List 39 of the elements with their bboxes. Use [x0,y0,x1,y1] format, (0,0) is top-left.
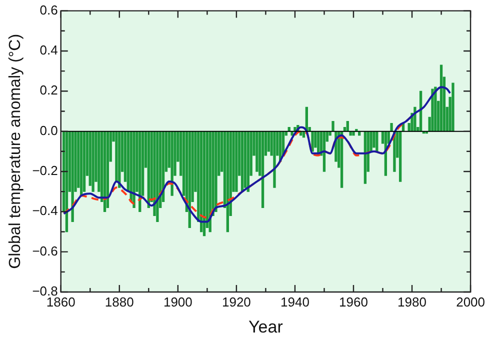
bar [240,130,244,192]
x-tick-label: 2000 [456,294,485,310]
bar [390,122,393,132]
bar [244,130,247,188]
y-tick-label: 0.6 [40,2,58,18]
bar [372,130,376,148]
bar [132,130,136,208]
y-tick-label: 0.0 [40,122,58,138]
line-series [62,86,452,223]
bar [226,130,229,232]
bar [235,130,238,192]
bar [273,130,276,188]
bar [156,130,159,222]
bar [82,130,86,192]
bar [80,130,83,196]
bar [434,86,437,132]
x-axis-title: Year [248,317,284,336]
bar [214,130,218,212]
y-tick-label: −0.6 [32,243,58,258]
bar [92,130,94,192]
y-tick-label: −0.2 [32,163,58,178]
bar [71,130,74,222]
bar [332,120,334,132]
y-axis-title: Global temperature anomaly (°C) [7,34,24,269]
x-tick-label: 1880 [104,294,134,310]
bar [440,64,443,132]
bar [452,82,454,132]
y-tick-label: 0.2 [40,82,58,98]
y-tick-label: −0.4 [32,203,58,218]
bar [261,130,264,208]
bar [170,130,174,196]
x-tick-label: 1940 [280,294,310,310]
x-tick-label: 1960 [339,294,368,310]
x-tick-label: 1920 [222,294,251,310]
y-tick-label: 0.4 [40,42,58,58]
bar [256,130,258,172]
x-tick-label: 1900 [163,294,192,310]
x-tick-label: 1980 [398,294,426,310]
bar [398,130,402,182]
